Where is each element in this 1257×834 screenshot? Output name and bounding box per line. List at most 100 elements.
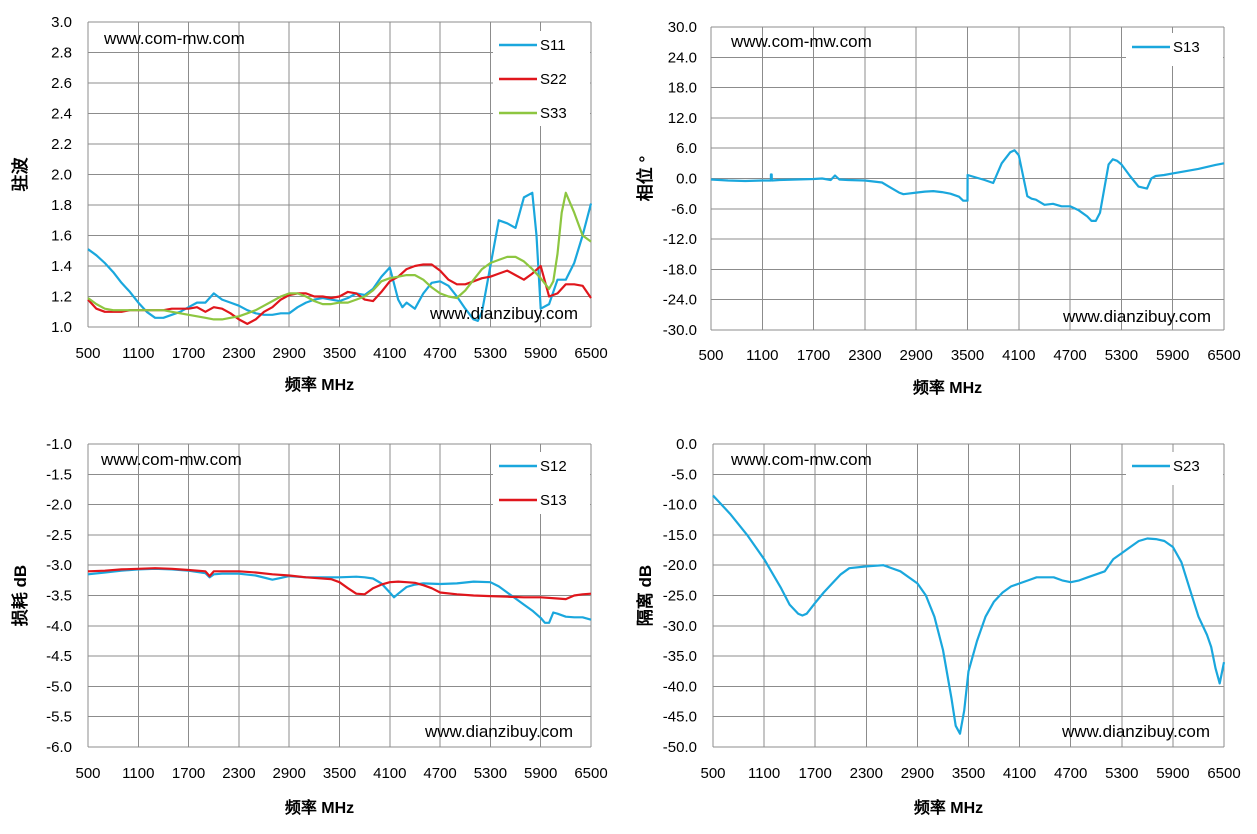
x-tick-label: 1700 <box>799 765 832 782</box>
legend-box <box>1126 452 1223 485</box>
x-tick-label: 500 <box>75 765 100 782</box>
y-tick-label: -5.5 <box>46 709 72 726</box>
x-tick-label: 5900 <box>524 345 557 362</box>
y-tick-label: 3.0 <box>51 14 72 31</box>
y-tick-label: 0.0 <box>676 436 697 453</box>
y-tick-label: -3.5 <box>46 588 72 605</box>
y-axis-label: 驻波 <box>10 157 30 192</box>
x-axis-label: 频率 MHz <box>285 375 354 394</box>
x-tick-label: 4700 <box>423 765 456 782</box>
x-tick-label: 2900 <box>901 765 934 782</box>
y-tick-label: 24.0 <box>668 49 697 66</box>
x-tick-label: 4700 <box>1053 347 1086 364</box>
x-tick-label: 4100 <box>1002 347 1035 364</box>
y-tick-label: 2.6 <box>51 75 72 92</box>
series-line-s23 <box>712 494 1226 735</box>
y-tick-label: -30.0 <box>663 618 697 635</box>
y-tick-label: 18.0 <box>668 80 697 97</box>
x-tick-label: 3500 <box>951 347 984 364</box>
y-tick-label: 2.2 <box>51 136 72 153</box>
y-tick-label: -5.0 <box>46 678 72 695</box>
chart-panel-2: -30.0 -24.0 -18.0 -12.0 -6.0 0.0 6.0 12.0 18.0 24… <box>635 19 1241 397</box>
y-tick-label: -40.0 <box>663 678 697 695</box>
series-line-s13 <box>87 567 592 601</box>
y-tick-label: -45.0 <box>663 709 697 726</box>
x-tick-label: 5300 <box>1105 765 1138 782</box>
legend-label-s13: S13 <box>540 492 567 509</box>
y-tick-label: -15.0 <box>663 527 697 544</box>
legend-box <box>493 452 590 514</box>
x-axis-label: 频率 MHz <box>285 798 354 817</box>
x-tick-label: 2300 <box>222 765 255 782</box>
watermark-com-mw: www.com-mw.com <box>730 450 872 469</box>
legend-label-s13: S13 <box>1173 39 1200 56</box>
y-tick-label: -1.5 <box>46 466 72 483</box>
x-tick-label: 5300 <box>474 765 507 782</box>
y-tick-label: 2.0 <box>51 167 72 184</box>
y-tick-label: -2.0 <box>46 497 72 514</box>
y-tick-label: -50.0 <box>663 739 697 756</box>
gridlines <box>87 21 592 328</box>
y-tick-label: 30.0 <box>668 19 697 36</box>
y-axis-label: 损耗 dB <box>10 565 30 626</box>
x-tick-label: 2300 <box>222 345 255 362</box>
x-tick-label: 1100 <box>122 345 154 362</box>
series-line-s22 <box>87 263 592 325</box>
y-tick-label: -3.0 <box>46 557 72 574</box>
watermark-dianzibuy: www.dianzibuy.com <box>1061 722 1210 741</box>
legend-label-s11: S11 <box>540 37 566 54</box>
y-axis-label: 相位 ° <box>635 156 655 202</box>
x-tick-label: 2900 <box>273 345 306 362</box>
x-tick-label: 5300 <box>1105 347 1138 364</box>
watermark-com-mw: www.com-mw.com <box>100 450 242 469</box>
legend: S11 S22 S33 <box>493 31 590 126</box>
x-tick-label: 4100 <box>373 765 406 782</box>
y-tick-label: -35.0 <box>663 648 697 665</box>
y-tick-label: 2.8 <box>51 45 72 62</box>
series-line-s33 <box>87 191 592 321</box>
x-tick-label: 3500 <box>323 345 356 362</box>
x-tick-label: 2900 <box>273 765 306 782</box>
y-tick-label: 1.4 <box>51 258 72 275</box>
legend: S12 S13 <box>493 452 590 514</box>
legend-label-s22: S22 <box>540 71 567 88</box>
watermark-dianzibuy: www.dianzibuy.com <box>429 304 578 323</box>
y-tick-label: -6.0 <box>46 739 72 756</box>
y-tick-label: -25.0 <box>663 588 697 605</box>
x-axis-label: 频率 MHz <box>913 378 982 397</box>
x-tick-label: 5900 <box>524 765 557 782</box>
chart-panel-1: 1.0 1.2 1.4 1.6 1.8 2.0 2.2 2.4 2.6 2.8 3.0 500 1100… <box>10 14 608 394</box>
watermark-com-mw: www.com-mw.com <box>103 29 245 48</box>
y-tick-label: 0.0 <box>676 171 697 188</box>
y-tick-label: 1.6 <box>51 228 72 245</box>
y-tick-label: 1.8 <box>51 197 72 214</box>
x-tick-label: 6500 <box>574 765 607 782</box>
x-tick-label: 3500 <box>323 765 356 782</box>
x-tick-label: 4700 <box>423 345 456 362</box>
x-tick-label: 6500 <box>1207 347 1240 364</box>
x-tick-label: 1100 <box>122 765 154 782</box>
x-tick-label: 3500 <box>952 765 985 782</box>
x-tick-label: 500 <box>698 347 723 364</box>
x-tick-label: 1100 <box>746 347 778 364</box>
y-tick-label: -10.0 <box>663 497 697 514</box>
x-tick-label: 6500 <box>574 345 607 362</box>
watermark-dianzibuy: www.dianzibuy.com <box>424 722 573 741</box>
x-tick-label: 2900 <box>900 347 933 364</box>
gridlines <box>712 443 1225 748</box>
y-tick-label: 1.2 <box>51 289 72 306</box>
y-tick-label: -6.0 <box>671 201 697 218</box>
x-tick-label: 5900 <box>1156 347 1189 364</box>
chart-panel-3: -6.0 -5.5 -5.0 -4.5 -4.0 -3.5 -3.0 -2.5 -2.0 -1.5… <box>10 436 608 817</box>
y-tick-label: -18.0 <box>663 261 697 278</box>
y-tick-label: 6.0 <box>676 140 697 157</box>
legend-label-s23: S23 <box>1173 458 1200 475</box>
y-tick-label: -30.0 <box>663 322 697 339</box>
legend: S13 <box>1126 33 1223 66</box>
x-tick-label: 5900 <box>1156 765 1189 782</box>
x-tick-label: 4100 <box>1003 765 1036 782</box>
y-tick-label: -5.0 <box>671 466 697 483</box>
legend-label-s12: S12 <box>540 458 567 475</box>
